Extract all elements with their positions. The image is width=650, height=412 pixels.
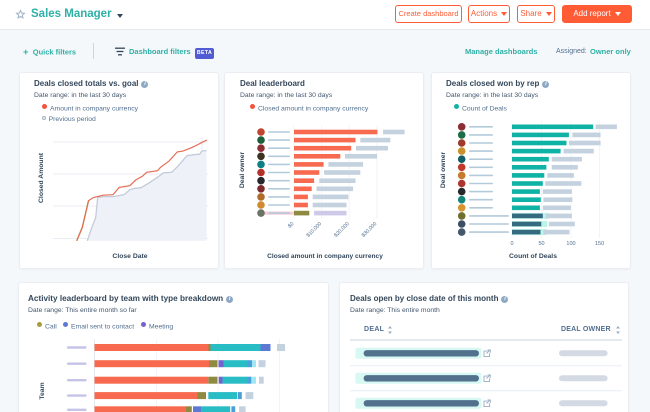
svg-text:50: 50 [538,241,544,247]
svg-text:$0: $0 [287,221,295,229]
svg-text:Close Date: Close Date [112,253,147,260]
svg-text:$30,000: $30,000 [361,221,379,239]
svg-text:$10,000: $10,000 [306,221,324,239]
svg-text:Deal owner: Deal owner [239,152,246,189]
svg-text:Deal owner: Deal owner [440,152,447,189]
svg-text:$20,000: $20,000 [333,221,351,239]
svg-text:100: 100 [566,241,575,247]
svg-text:Closed Amount: Closed Amount [38,152,45,203]
svg-text:Team: Team [39,382,46,399]
svg-text:Count of Deals: Count of Deals [509,253,557,260]
svg-text:Closed amount in company curre: Closed amount in company currency [267,253,383,260]
svg-text:0: 0 [510,241,513,247]
svg-text:150: 150 [595,241,604,247]
